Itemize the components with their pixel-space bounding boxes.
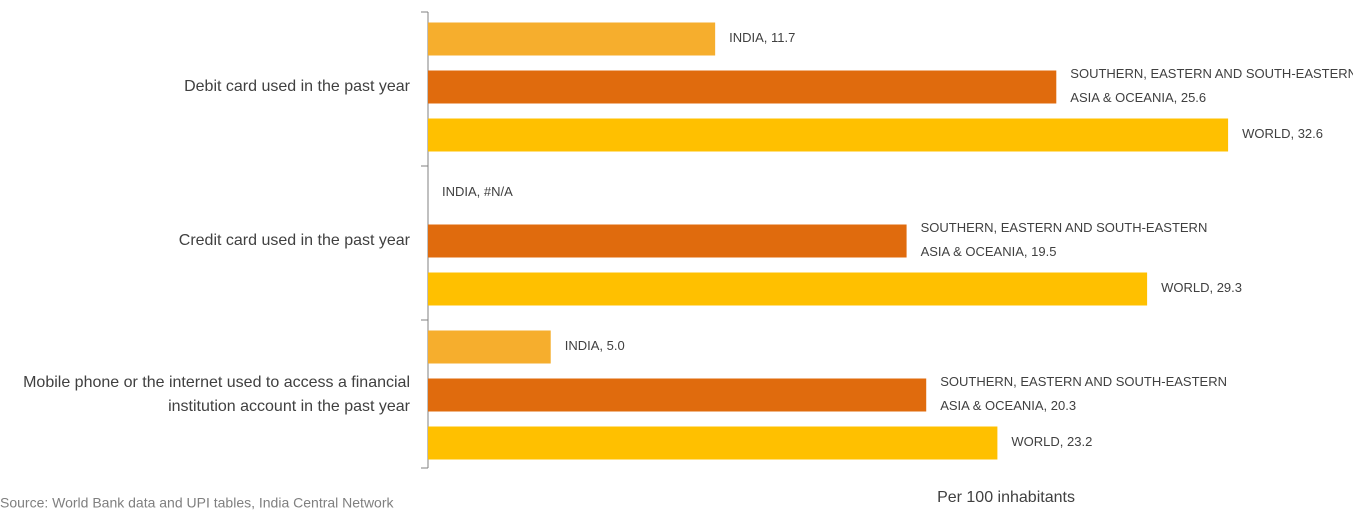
data-label: SOUTHERN, EASTERN AND SOUTH-EASTERN ASIA …: [921, 220, 1208, 259]
bar: [428, 272, 1148, 306]
category-label: Debit card used in the past year: [184, 78, 411, 95]
data-label: INDIA, 5.0: [565, 338, 625, 353]
bar: [428, 70, 1057, 104]
data-label: WORLD, 29.3: [1161, 280, 1242, 295]
bar: [428, 224, 907, 258]
data-label: INDIA, #N/A: [442, 184, 513, 199]
data-label: WORLD, 23.2: [1011, 434, 1092, 449]
bar: [428, 378, 927, 412]
bar: [428, 330, 551, 364]
data-label: SOUTHERN, EASTERN AND SOUTH-EASTERN ASIA …: [940, 374, 1227, 413]
data-label: INDIA, 11.7: [729, 30, 795, 45]
category-label: Mobile phone or the internet used to acc…: [23, 374, 411, 415]
bar: [428, 22, 716, 56]
data-label: WORLD, 32.6: [1242, 126, 1323, 141]
source: Source: World Bank data and UPI tables, …: [0, 495, 394, 510]
bar: [428, 426, 998, 460]
category-label: Credit card used in the past year: [179, 232, 411, 249]
data-label: SOUTHERN, EASTERN AND SOUTH-EASTERN ASIA …: [1070, 66, 1353, 105]
bar: [428, 118, 1229, 152]
x-axis-label: Per 100 inhabitants: [937, 489, 1075, 506]
